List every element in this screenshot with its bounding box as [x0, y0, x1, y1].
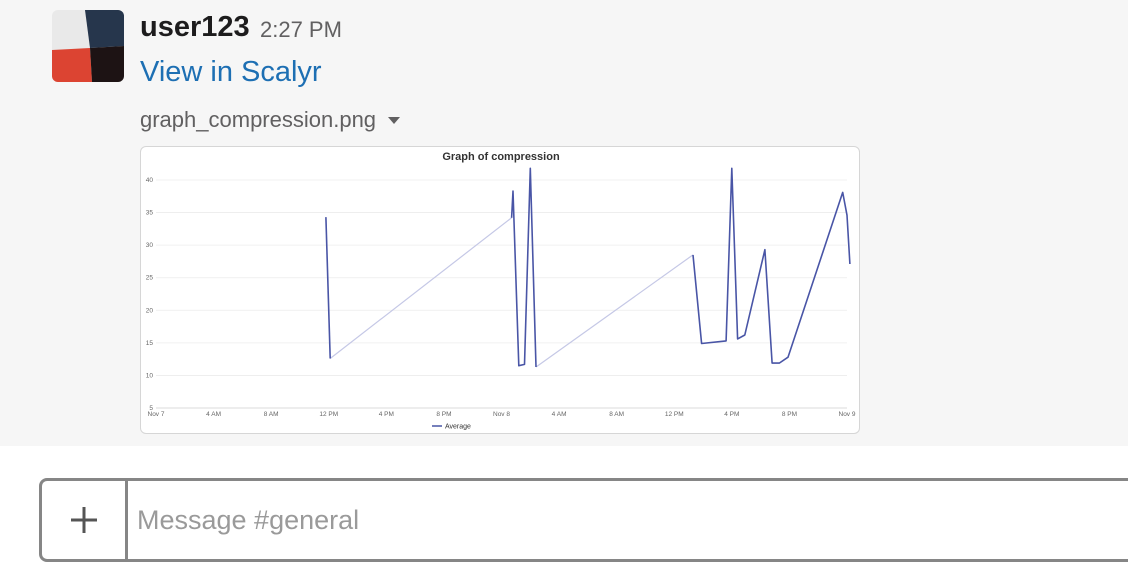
series-average-line	[692, 167, 851, 364]
series-average-line	[325, 217, 331, 359]
avatar[interactable]	[52, 10, 124, 82]
view-in-scalyr-link[interactable]: View in Scalyr	[140, 56, 322, 88]
avatar-image	[52, 10, 124, 82]
x-tick-label: 8 PM	[782, 411, 797, 418]
x-tick-label: Nov 7	[148, 411, 165, 418]
x-tick-label: 8 PM	[436, 411, 451, 418]
x-tick-label: Nov 8	[493, 411, 510, 418]
y-tick-label: 10	[146, 372, 154, 379]
file-name[interactable]: graph_compression.png	[140, 107, 377, 132]
x-tick-label: 12 PM	[319, 411, 338, 418]
y-tick-label: 25	[146, 275, 154, 282]
message-input[interactable]	[137, 481, 1117, 559]
x-tick-label: 12 PM	[665, 411, 684, 418]
x-tick-label: 4 PM	[379, 411, 394, 418]
chart-title: Graph of compression	[442, 151, 560, 163]
compression-chart: Graph of compression 5 10 15 20 25 30 35 40 Nov…	[146, 151, 856, 431]
y-tick-label: 40	[146, 177, 154, 184]
series-gap-line	[329, 217, 512, 359]
plus-icon	[70, 507, 97, 533]
y-tick-label: 15	[146, 340, 154, 347]
x-tick-label: 4 AM	[206, 411, 221, 418]
series-average-line	[510, 167, 537, 368]
add-attachment-button[interactable]	[42, 481, 128, 559]
caret-down-icon[interactable]	[388, 116, 401, 124]
legend-average: Average	[445, 424, 471, 431]
x-tick-label: 8 AM	[264, 411, 279, 418]
chart-legend: Average	[432, 424, 471, 431]
message-area: user123 2:27 PM View in Scalyr graph_com…	[52, 10, 860, 434]
y-tick-label: 20	[146, 307, 154, 314]
y-tick-label: 5	[149, 405, 153, 412]
x-tick-label: 4 AM	[552, 411, 567, 418]
y-tick-label: 35	[146, 210, 154, 217]
x-tick-label: 4 PM	[724, 411, 739, 418]
series-gap-line	[535, 254, 694, 368]
y-tick-label: 30	[146, 242, 154, 249]
image-attachment[interactable]: Graph of compression 5 10 15 20 25 30 35 40 Nov…	[140, 146, 860, 434]
file-header[interactable]: graph_compression.png	[140, 106, 401, 134]
timestamp[interactable]: 2:27 PM	[260, 17, 342, 42]
username[interactable]: user123	[140, 11, 250, 43]
message-composer	[39, 478, 1128, 562]
x-tick-label: 8 AM	[609, 411, 624, 418]
x-tick-label: Nov 9	[839, 411, 856, 418]
